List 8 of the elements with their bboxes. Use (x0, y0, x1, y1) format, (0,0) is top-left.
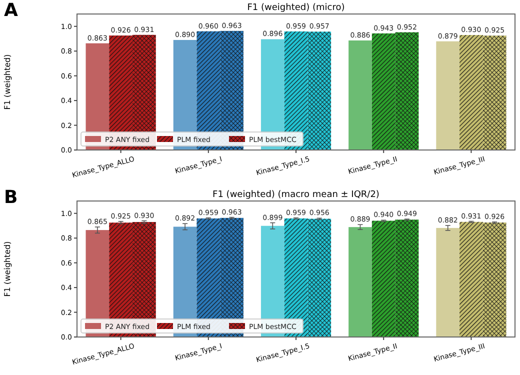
y-axis-title: F1 (weighted) (3, 54, 12, 110)
bar (348, 40, 372, 150)
chart-title: F1 (weighted) (micro) (247, 3, 345, 13)
y-axis-title: F1 (weighted) (3, 241, 12, 297)
text: A (4, 0, 18, 21)
text: B (4, 187, 18, 208)
chart-title: F1 (weighted) (macro mean ± IQR/2) (212, 190, 380, 200)
bar (436, 41, 460, 150)
